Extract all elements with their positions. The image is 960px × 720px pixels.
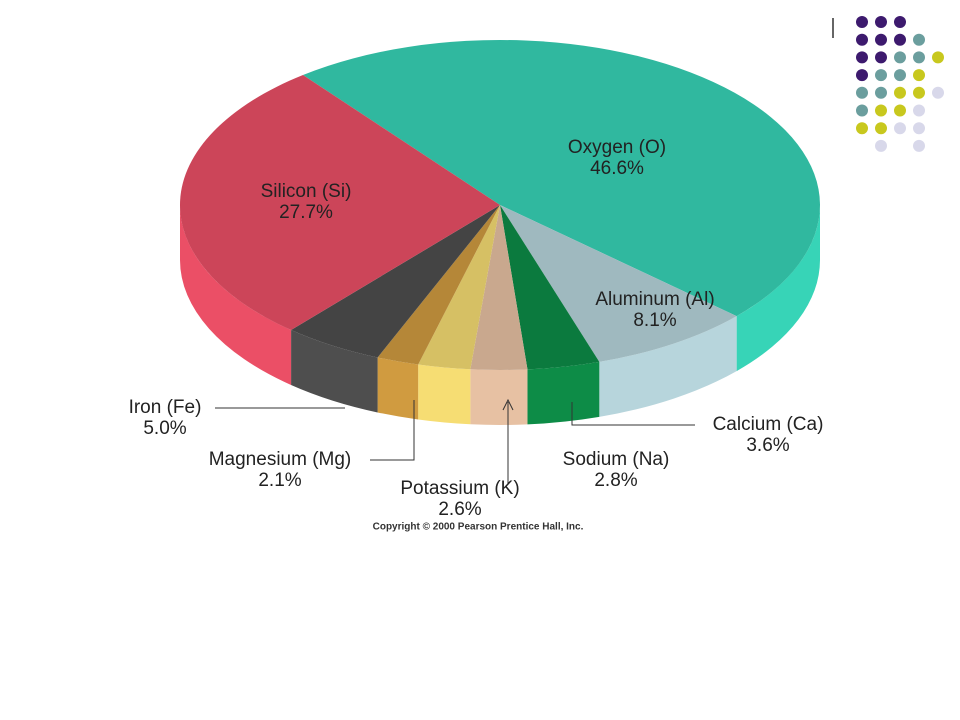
slice-name: Aluminum (Al)	[595, 289, 714, 310]
slice	[377, 205, 500, 365]
leader-line	[571, 402, 695, 426]
dot	[913, 33, 925, 46]
value-label: 27.7%	[279, 202, 333, 223]
dot	[856, 104, 868, 117]
dot	[856, 51, 868, 64]
value-label: 2.1%	[258, 470, 301, 491]
dot	[875, 51, 887, 64]
pie-sides	[180, 205, 820, 425]
value-label: 8.1%	[633, 310, 676, 331]
slice-name: Iron (Fe)	[129, 397, 202, 418]
dot	[894, 33, 906, 46]
dot	[856, 69, 868, 82]
slice	[500, 205, 737, 362]
dot	[875, 33, 887, 46]
value-label: 2.6%	[438, 499, 481, 520]
leader-line	[370, 400, 415, 461]
pie-tops	[180, 40, 820, 370]
dot	[856, 122, 868, 135]
slice-name: Potassium (K)	[400, 478, 519, 499]
dot	[894, 69, 906, 82]
leader-line	[502, 398, 514, 484]
value-label: 5.0%	[143, 418, 186, 439]
dot	[856, 86, 868, 99]
dot	[894, 51, 906, 64]
slice-name: Magnesium (Mg)	[209, 449, 352, 470]
slice-side	[377, 357, 419, 420]
slice	[470, 205, 528, 370]
slice-name: Calcium (Ca)	[713, 414, 824, 435]
slice-side	[599, 316, 737, 417]
dot	[875, 86, 887, 99]
dot	[856, 16, 868, 28]
slice-side	[291, 329, 378, 413]
value-label: 2.8%	[594, 470, 637, 491]
slice-name: Sodium (Na)	[563, 449, 670, 470]
labels: Oxygen (O)46.6% Aluminum (Al)8.1% Calcium …	[129, 137, 824, 520]
dot	[875, 69, 887, 82]
slice	[302, 40, 820, 317]
dot	[932, 51, 944, 64]
dot	[894, 86, 906, 99]
slice	[180, 74, 500, 330]
dot	[913, 86, 925, 99]
value-label: 46.6%	[590, 158, 644, 179]
slice-side	[736, 205, 820, 372]
footnote: Copyright © 2000 Pearson Prentice Hall, …	[373, 522, 584, 533]
slice-side	[470, 369, 528, 425]
value-label: 3.6%	[746, 435, 789, 456]
slice-side	[527, 361, 600, 425]
slice-side	[418, 364, 471, 425]
dot	[913, 139, 925, 152]
dot	[913, 104, 925, 117]
leader-lines	[215, 398, 695, 484]
slice	[291, 205, 500, 358]
slice-name: Oxygen (O)	[568, 137, 666, 158]
dot	[932, 86, 944, 99]
slice-side	[180, 205, 292, 385]
dot	[875, 122, 887, 135]
dot	[913, 122, 925, 135]
slice-name: Silicon (Si)	[261, 181, 352, 202]
dot	[913, 51, 925, 64]
slice	[418, 205, 500, 370]
dot	[894, 122, 906, 135]
dot	[875, 139, 887, 152]
decoration	[856, 16, 944, 152]
dot	[894, 104, 906, 117]
dot	[875, 104, 887, 117]
slice	[500, 205, 600, 370]
dot	[856, 33, 868, 46]
dot	[875, 16, 887, 28]
dot	[913, 69, 925, 82]
dot	[894, 16, 906, 28]
